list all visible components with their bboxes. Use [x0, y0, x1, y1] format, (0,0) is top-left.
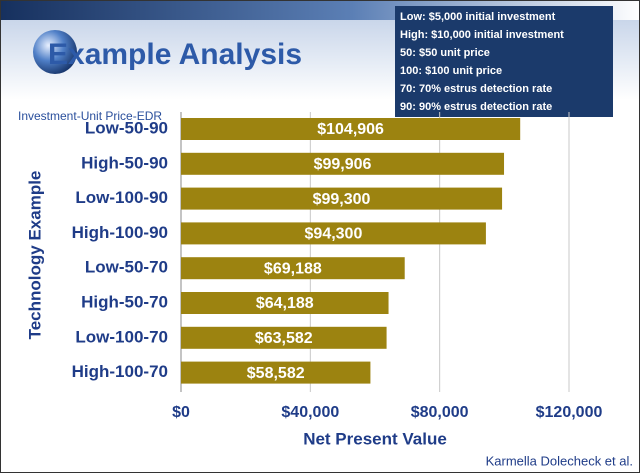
bar: [181, 222, 486, 245]
bar: [181, 292, 389, 314]
bar: [181, 257, 405, 280]
bar: [181, 326, 387, 349]
x-axis-title: Net Present Value: [303, 429, 447, 448]
x-tick-label: $80,000: [411, 404, 469, 421]
y-tick-label: High-100-70: [72, 362, 168, 381]
key-line: 90: 90% estrus detection rate: [400, 101, 552, 113]
key-line: 70: 70% estrus detection rate: [400, 83, 552, 95]
y-tick-label: High-50-70: [81, 292, 168, 311]
bar: [181, 361, 371, 384]
legend-title: Investment-Unit Price-EDR: [18, 109, 162, 123]
data-label: $99,906: [314, 156, 372, 173]
y-tick-label: High-100-90: [72, 223, 168, 242]
slide-title: Example Analysis: [48, 38, 302, 71]
footer: Karmella Dolecheck et al.: [486, 453, 633, 468]
key-line: High: $10,000 initial investment: [400, 29, 564, 41]
y-axis-title: Technology Example: [25, 171, 44, 340]
x-tick-label: $120,000: [536, 404, 603, 421]
y-tick-label: High-50-90: [81, 153, 168, 172]
y-tick-label: Low-100-70: [75, 327, 168, 346]
x-tick-label: $40,000: [281, 404, 339, 421]
key-line: 50: $50 unit price: [400, 47, 490, 59]
data-label: $99,300: [313, 191, 371, 208]
data-label: $69,188: [264, 260, 322, 277]
data-label: $58,582: [247, 365, 305, 382]
key-box: [395, 6, 613, 117]
y-tick-label: Low-50-90: [85, 118, 168, 137]
bar: [181, 187, 503, 210]
y-tick-label: Low-100-90: [75, 188, 168, 207]
key-line: Low: $5,000 initial investment: [400, 11, 556, 23]
bar: [181, 152, 505, 175]
data-label: $104,906: [317, 121, 384, 138]
globe-icon: [33, 30, 77, 74]
x-tick-label: $0: [172, 404, 190, 421]
data-label: $64,188: [256, 295, 314, 312]
y-tick-label: Low-50-70: [85, 258, 168, 277]
key-line: 100: $100 unit price: [400, 65, 502, 77]
data-label: $63,582: [255, 330, 313, 347]
bar: [181, 118, 521, 140]
data-label: $94,300: [305, 226, 363, 243]
